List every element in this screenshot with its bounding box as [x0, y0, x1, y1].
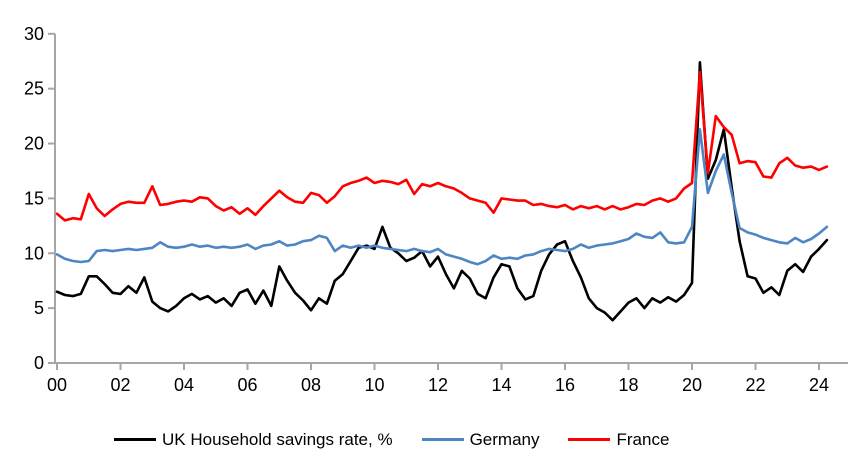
x-axis-tick-label: 00	[47, 375, 67, 395]
legend-label-germany: Germany	[469, 430, 540, 449]
x-axis-tick-label: 06	[237, 375, 257, 395]
y-axis-tick-label: 30	[24, 24, 44, 44]
legend-item-uk: UK Household savings rate, %	[114, 431, 393, 448]
x-axis-tick-label: 24	[809, 375, 829, 395]
x-axis-tick-label: 18	[618, 375, 638, 395]
germany-line-swatch-icon	[421, 438, 464, 441]
x-axis-tick-label: 22	[745, 375, 765, 395]
chart-legend: UK Household savings rate, % Germany Fra…	[114, 431, 669, 448]
chart-axis-labels: 0 5 10 15 20 25 30 00 02 04 06 08 10 12 14 16 18 20 22 24	[24, 24, 829, 395]
y-axis-tick-label: 20	[24, 134, 44, 154]
legend-label-uk: UK Household savings rate, %	[162, 430, 393, 449]
x-axis-tick-label: 14	[491, 375, 511, 395]
x-axis-tick-label: 04	[174, 375, 194, 395]
x-axis-tick-label: 08	[301, 375, 321, 395]
chart-axes	[48, 32, 848, 370]
chart-series-lines	[55, 60, 829, 322]
series-line-2	[55, 70, 829, 222]
x-axis-tick-label: 16	[555, 375, 575, 395]
legend-item-germany: Germany	[421, 430, 540, 449]
france-line-swatch-icon	[568, 438, 611, 441]
y-axis-tick-label: 15	[24, 188, 44, 208]
y-axis-tick-label: 25	[24, 79, 44, 99]
y-axis-tick-label: 0	[34, 353, 44, 373]
y-axis-tick-label: 10	[24, 243, 44, 263]
legend-item-france: France	[568, 431, 669, 448]
x-axis-tick-label: 12	[428, 375, 448, 395]
y-axis-tick-label: 5	[34, 298, 44, 318]
uk-line-swatch-icon	[114, 438, 156, 441]
series-line-1	[55, 128, 829, 266]
x-axis-tick-label: 02	[110, 375, 130, 395]
x-axis-tick-label: 10	[364, 375, 384, 395]
series-line-0	[55, 60, 829, 322]
legend-label-france: France	[616, 430, 670, 449]
x-axis-tick-label: 20	[682, 375, 702, 395]
